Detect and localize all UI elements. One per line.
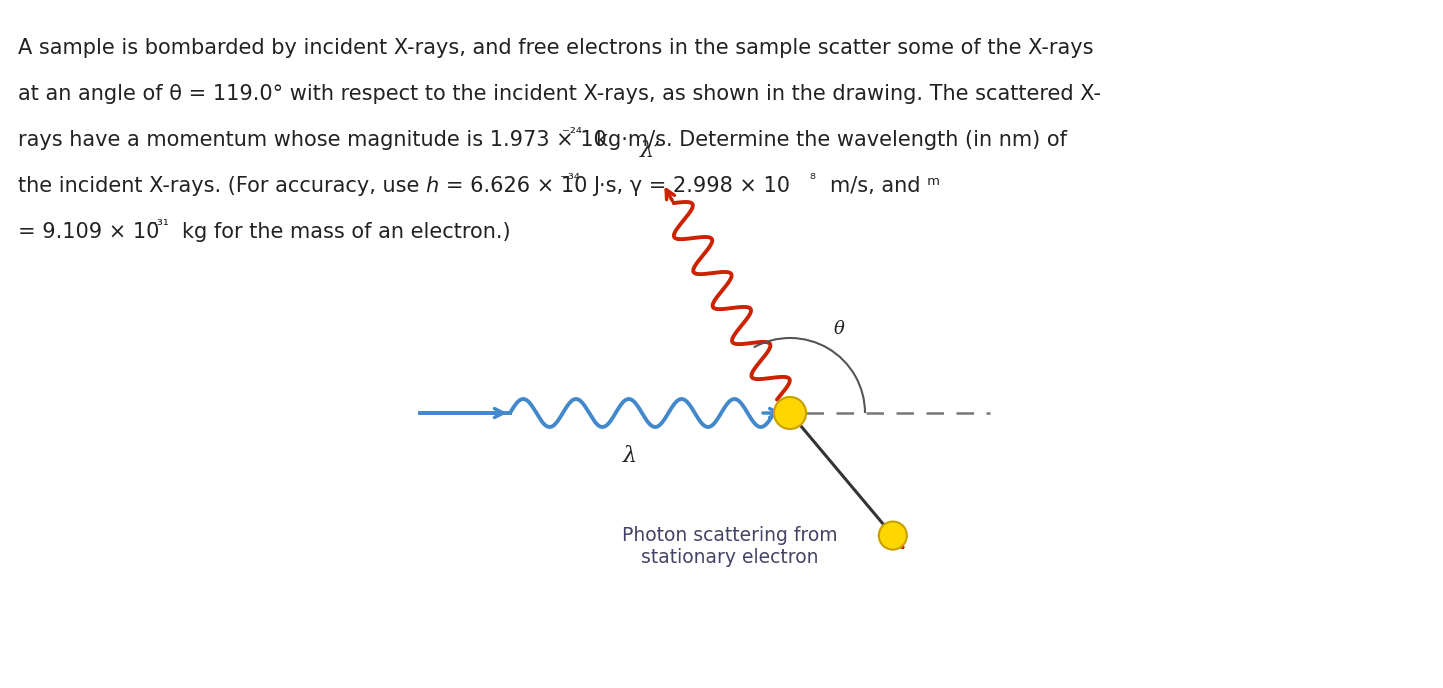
Text: at an angle of θ = 119.0° with respect to the incident X-rays, as shown in the d: at an angle of θ = 119.0° with respect t… xyxy=(17,84,1101,104)
Text: kg for the mass of an electron.): kg for the mass of an electron.) xyxy=(182,222,511,242)
Text: λ’: λ’ xyxy=(639,140,661,162)
Text: J·s, γ = 2.998 × 10: J·s, γ = 2.998 × 10 xyxy=(593,176,789,196)
Text: rays have a momentum whose magnitude is 1.973 × 10: rays have a momentum whose magnitude is … xyxy=(17,130,606,150)
Text: ⁻³⁴: ⁻³⁴ xyxy=(560,171,580,186)
Text: ⁻²⁴: ⁻²⁴ xyxy=(561,125,582,140)
Circle shape xyxy=(773,397,807,429)
Text: ⁻³¹: ⁻³¹ xyxy=(149,217,169,233)
Text: Photon scattering from
stationary electron: Photon scattering from stationary electr… xyxy=(622,526,838,567)
Text: = 9.109 × 10: = 9.109 × 10 xyxy=(17,222,159,242)
Circle shape xyxy=(879,522,906,550)
Text: kg·m/s. Determine the wavelength (in nm) of: kg·m/s. Determine the wavelength (in nm)… xyxy=(596,130,1066,150)
Text: ⁸: ⁸ xyxy=(810,171,815,186)
Text: the incident X-rays. (For accuracy, use ℎ = 6.626 × 10: the incident X-rays. (For accuracy, use … xyxy=(17,176,587,196)
Text: A sample is bombarded by incident X-rays, and free electrons in the sample scatt: A sample is bombarded by incident X-rays… xyxy=(17,38,1094,58)
Text: λ: λ xyxy=(623,445,636,467)
Text: m/s, and ᵐ: m/s, and ᵐ xyxy=(830,176,941,196)
Text: θ: θ xyxy=(834,320,846,338)
